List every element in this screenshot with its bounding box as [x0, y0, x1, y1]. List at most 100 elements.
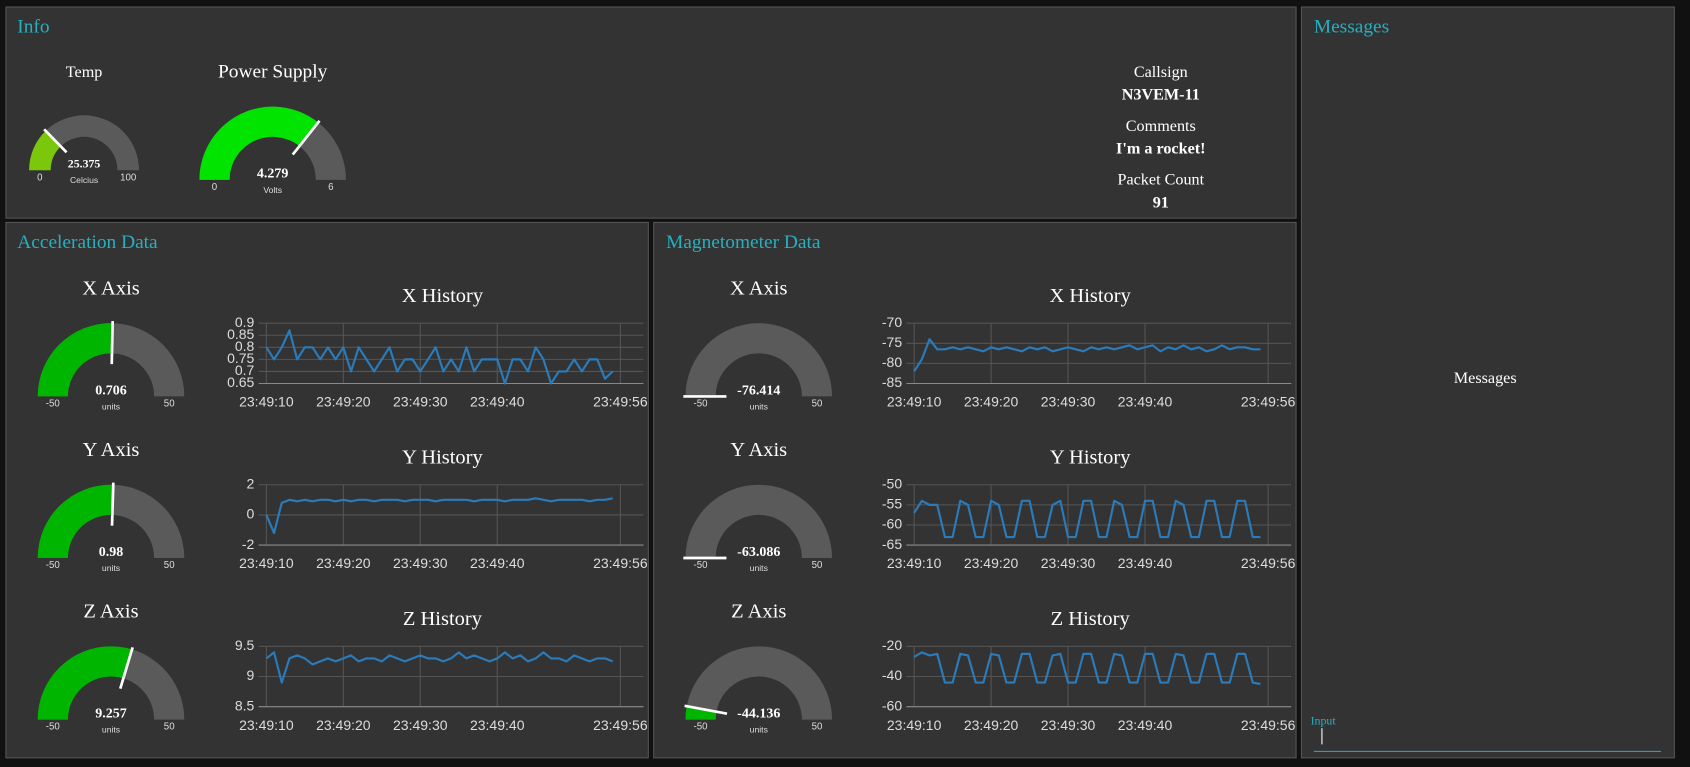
- panel-title: Magnetometer Data: [666, 232, 821, 253]
- x-tick-label: 23:49:56: [593, 717, 648, 733]
- gauge-min: -50: [694, 722, 709, 733]
- line-series: [913, 338, 1261, 373]
- gauge-fill: [685, 706, 717, 720]
- gauge-title: Power Supply: [218, 62, 328, 83]
- gauge-fill: [37, 484, 114, 559]
- y-tick-label: 9.5: [235, 637, 255, 653]
- y-tick-label: 9: [247, 667, 255, 683]
- y-tick-label: -55: [882, 496, 902, 512]
- panel-title: Messages: [1314, 16, 1389, 37]
- gauge-max: 50: [812, 399, 823, 410]
- x-tick-label: 23:49:40: [470, 717, 525, 733]
- x-tick-label: 23:49:20: [316, 394, 371, 410]
- gauge-unit: units: [102, 401, 120, 411]
- y-tick-label: -65: [882, 536, 902, 552]
- gauge-title: Temp: [66, 64, 103, 81]
- line-series: [913, 499, 1261, 539]
- y-tick-label: -50: [882, 475, 902, 491]
- gauge-min: 0: [37, 172, 43, 183]
- gauge-value: -76.414: [737, 383, 780, 398]
- messages-panel: [1300, 6, 1675, 759]
- y-tick-label: 8.5: [235, 697, 255, 713]
- gauge-track: [29, 115, 140, 171]
- x-tick-label: 23:49:20: [964, 555, 1019, 571]
- gauge-title: X Axis: [82, 277, 139, 299]
- gauge-unit: units: [102, 563, 120, 573]
- gauge-value: 0.98: [99, 545, 124, 560]
- gauge-value: -63.086: [737, 545, 780, 560]
- x-tick-label: 23:49:56: [1241, 555, 1296, 571]
- y-tick-label: 2: [247, 475, 255, 491]
- gauge-track: [685, 646, 833, 720]
- field-value: I'm a rocket!: [1116, 140, 1205, 157]
- gauge-fill: [37, 646, 133, 720]
- chart-title: Y History: [1050, 447, 1131, 469]
- x-tick-label: 23:49:56: [1241, 717, 1296, 733]
- y-tick-label: -70: [882, 314, 902, 330]
- gauge-unit: Volts: [263, 185, 282, 195]
- x-tick-label: 23:49:30: [1041, 555, 1096, 571]
- gauge-min: -50: [46, 722, 61, 733]
- x-tick-label: 23:49:30: [1041, 717, 1096, 733]
- field-label: Packet Count: [1117, 172, 1204, 189]
- x-tick-label: 23:49:20: [964, 394, 1019, 410]
- chart-title: X History: [1050, 285, 1132, 307]
- gauge-max: 50: [164, 399, 175, 410]
- y-tick-label: -40: [882, 667, 902, 683]
- chart-title: Y History: [402, 447, 483, 469]
- x-tick-label: 23:49:30: [393, 394, 448, 410]
- gauge-min: -50: [46, 560, 61, 571]
- x-tick-label: 23:49:56: [1241, 394, 1296, 410]
- x-tick-label: 23:49:10: [239, 555, 294, 571]
- field-label: Callsign: [1134, 64, 1188, 81]
- gauge-title: Z Axis: [731, 601, 786, 623]
- gauge-value: 4.279: [257, 167, 289, 182]
- field-value: N3VEM-11: [1122, 87, 1200, 104]
- y-tick-label: 0.7: [235, 362, 255, 378]
- x-tick-label: 23:49:10: [887, 717, 942, 733]
- field-value: 91: [1153, 194, 1169, 211]
- x-tick-label: 23:49:30: [1041, 394, 1096, 410]
- y-tick-label: 0.85: [227, 326, 254, 342]
- gauge-unit: units: [750, 563, 768, 573]
- input-label[interactable]: Input: [1311, 713, 1337, 727]
- gauge-unit: Celcius: [70, 175, 98, 185]
- gauge-fill: [29, 130, 61, 171]
- x-tick-label: 23:49:10: [887, 555, 942, 571]
- gauge-value: 9.257: [95, 706, 127, 721]
- gauge-title: X Axis: [730, 277, 787, 299]
- gauge-fill: [37, 323, 113, 397]
- gauge-min: -50: [694, 399, 709, 410]
- line-series: [265, 329, 614, 385]
- gauge-track: [685, 484, 833, 559]
- y-tick-label: 0.8: [235, 338, 255, 354]
- gauge-needle: [110, 482, 115, 526]
- x-tick-label: 23:49:40: [470, 555, 525, 571]
- gauge-title: Y Axis: [730, 439, 787, 461]
- gauge-max: 6: [328, 182, 333, 193]
- gauge-needle: [43, 128, 68, 154]
- gauge-needle: [291, 119, 321, 156]
- gauge-title: Y Axis: [83, 439, 140, 461]
- x-tick-label: 23:49:30: [393, 717, 448, 733]
- x-tick-label: 23:49:40: [1118, 394, 1173, 410]
- y-tick-label: -60: [882, 516, 902, 532]
- x-tick-label: 23:49:10: [887, 394, 942, 410]
- info-panel: [5, 6, 1297, 219]
- x-tick-label: 23:49:40: [1118, 717, 1173, 733]
- y-tick-label: -75: [882, 334, 902, 350]
- line-series: [265, 651, 614, 684]
- gauge-needle: [684, 704, 728, 716]
- field-label: Comments: [1126, 118, 1196, 135]
- gauge-value: 25.375: [68, 157, 101, 171]
- panel-title: Acceleration Data: [17, 232, 158, 253]
- gauge-fill: [199, 106, 319, 180]
- chart-title: Z History: [403, 608, 483, 630]
- gauge-title: Z Axis: [83, 601, 138, 623]
- line-series: [913, 651, 1261, 686]
- gauge-min: 0: [212, 182, 218, 193]
- gauge-max: 50: [164, 722, 175, 733]
- messages-body: Messages: [1454, 370, 1517, 387]
- gauge-track: [685, 323, 833, 397]
